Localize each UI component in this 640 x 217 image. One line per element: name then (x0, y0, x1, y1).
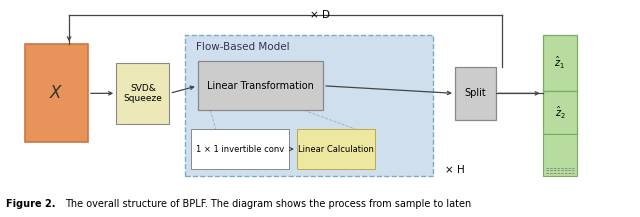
Text: Figure 2.: Figure 2. (6, 199, 56, 209)
Text: $\hat{z}_1$: $\hat{z}_1$ (554, 55, 565, 71)
FancyBboxPatch shape (543, 92, 577, 134)
Text: Linear Transformation: Linear Transformation (207, 81, 314, 91)
FancyBboxPatch shape (543, 35, 577, 92)
Text: × D: × D (310, 10, 330, 20)
FancyBboxPatch shape (116, 63, 170, 123)
FancyBboxPatch shape (543, 134, 577, 176)
Text: Split: Split (465, 88, 486, 98)
FancyBboxPatch shape (191, 129, 289, 169)
Text: 1 × 1 invertible conv: 1 × 1 invertible conv (196, 145, 284, 154)
FancyBboxPatch shape (455, 67, 495, 120)
Text: $X$: $X$ (49, 84, 64, 102)
Text: $\hat{z}_2$: $\hat{z}_2$ (554, 105, 565, 121)
Text: Flow-Based Model: Flow-Based Model (196, 42, 290, 52)
FancyBboxPatch shape (198, 61, 323, 110)
FancyBboxPatch shape (25, 44, 88, 142)
Text: Linear Calculation: Linear Calculation (298, 145, 374, 154)
Text: × H: × H (445, 165, 465, 175)
Text: The overall structure of BPLF. The diagram shows the process from sample to late: The overall structure of BPLF. The diagr… (65, 199, 471, 209)
FancyBboxPatch shape (185, 35, 433, 176)
Text: SVD&
Squeeze: SVD& Squeeze (124, 84, 163, 103)
FancyBboxPatch shape (297, 129, 375, 169)
